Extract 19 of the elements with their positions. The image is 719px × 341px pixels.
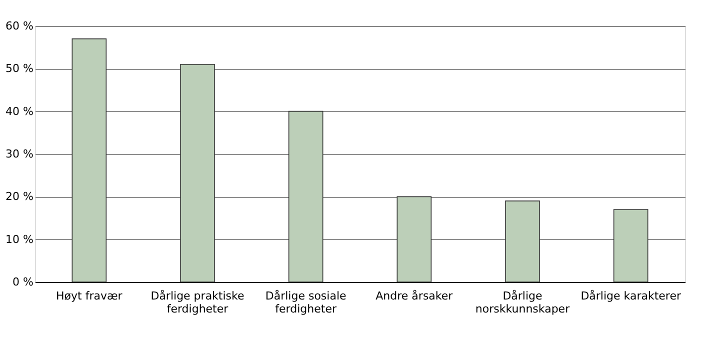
bar (180, 64, 215, 282)
x-tick-label: Høyt fravær (56, 290, 123, 302)
bar (72, 38, 107, 282)
y-tick-label: 30 % (6, 148, 34, 160)
y-tick-label: 10 % (6, 232, 34, 246)
bar (613, 209, 648, 282)
y-tick-label: 20 % (6, 190, 34, 204)
x-tick-label: Dårlige karakterer (580, 290, 682, 302)
y-tick-label: 0 % (12, 276, 34, 288)
x-tick-label: Dårlige sosiale ferdigheter (265, 290, 347, 316)
x-tick-label: Dårlige praktiske ferdigheter (150, 290, 245, 316)
bar (396, 196, 432, 282)
y-tick-label: 40 % (6, 104, 34, 118)
y-tick-label: 50 % (6, 62, 34, 76)
y-tick-label: 60 % (6, 20, 34, 32)
bar (288, 110, 324, 282)
x-tick-label: Andre årsaker (376, 290, 454, 302)
x-tick-label: Dårlige norskkunnskaper (475, 290, 570, 316)
bar (505, 200, 540, 282)
